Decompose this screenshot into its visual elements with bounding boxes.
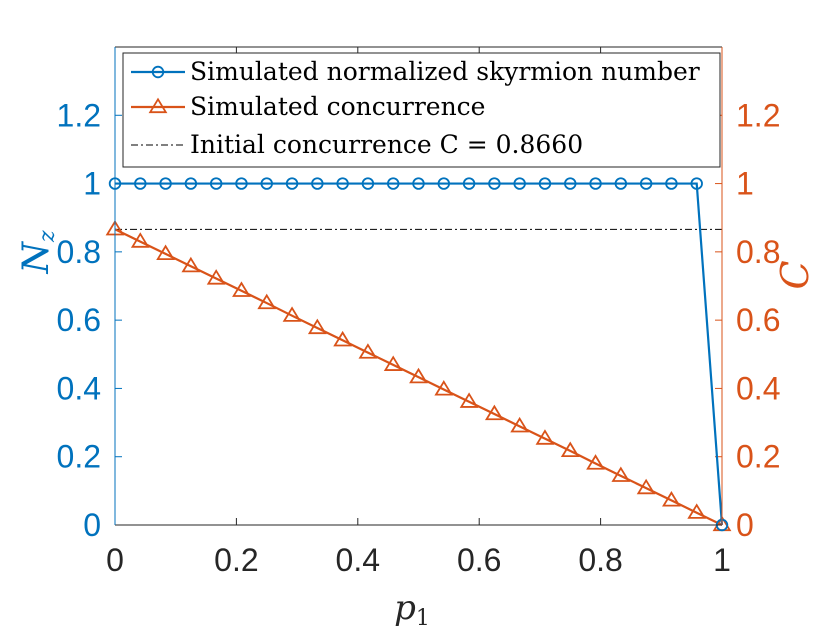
data-point: [156, 244, 175, 260]
data-point: [690, 177, 703, 190]
data-point: [513, 177, 526, 190]
data-point: [333, 330, 353, 347]
axis-ticks: 0 0.2 0.4 0.6 0.8 100.20.40.60.811.200.20.40.…: [57, 47, 780, 578]
data-point: [134, 177, 147, 190]
data-point: [636, 478, 656, 495]
axes-frame: [114, 46, 723, 526]
data-point: [560, 441, 580, 457]
data-point: [484, 404, 504, 421]
y-axis-right-label: C: [773, 260, 817, 289]
y-right-tick-label: 1: [736, 166, 754, 202]
data-point: [307, 318, 327, 335]
data-point: [260, 177, 273, 190]
legend-label: Simulated normalized skyrmion number: [190, 57, 700, 86]
data-point: [611, 466, 631, 482]
data-point: [311, 177, 324, 190]
legend-marker: [148, 97, 168, 114]
y-axis-left-label-sub: z: [35, 230, 60, 243]
data-point: [285, 177, 299, 190]
data-point: [639, 177, 653, 190]
x-tick-label: 0.2: [214, 542, 258, 578]
data-point: [488, 177, 501, 190]
legend-label-text: Simulated concurrence: [190, 92, 485, 121]
series-line: [114, 228, 723, 526]
data-point: [459, 392, 479, 408]
data-point: [257, 293, 277, 310]
data-point: [586, 454, 605, 470]
data-point: [358, 343, 378, 359]
data-point: [282, 306, 302, 322]
data-point: [387, 177, 400, 190]
y-left-tick-label: 1.2: [57, 97, 101, 133]
data-point: [159, 177, 172, 190]
legend-box: [122, 52, 721, 168]
data-point: [130, 232, 150, 248]
x-tick-label: 1: [713, 542, 731, 578]
x-tick-label: 0.8: [578, 542, 622, 578]
y-axis-left-label: Nz: [16, 230, 60, 275]
y-left-tick-label: 0.8: [57, 234, 101, 270]
data-point: [184, 177, 198, 190]
x-tick-label: 0.4: [336, 542, 380, 578]
legend-label-text: Initial concurrence: [190, 130, 432, 159]
legend: Simulated normalized skyrmion number Simu…: [122, 52, 721, 168]
y-left-tick-label: 0.2: [57, 439, 101, 475]
data-point: [181, 256, 201, 273]
data-point: [538, 177, 552, 190]
data-point: [409, 367, 428, 384]
legend-label-text: Simulated normalized skyrmion number: [190, 57, 700, 86]
series-line: [115, 182, 724, 526]
y-left-tick-label: 0: [83, 507, 101, 543]
y-right-tick-label: 0.2: [736, 439, 780, 475]
data-point: [383, 355, 403, 371]
legend-item: Simulated concurrence: [131, 92, 485, 121]
y-left-tick-label: 1: [83, 166, 101, 202]
data-point: [434, 380, 454, 396]
data-point: [206, 269, 226, 285]
legend-label-math: C = 0.8660: [432, 130, 583, 159]
y-left-tick-label: 0.6: [57, 302, 101, 338]
x-axis-label-main: p: [394, 588, 416, 628]
data-point: [665, 177, 678, 190]
data-point: [412, 177, 425, 190]
data-point: [235, 177, 248, 190]
data-point: [437, 177, 450, 190]
legend-label: Simulated concurrence: [190, 92, 485, 121]
data-point: [361, 177, 375, 190]
series-0: [108, 177, 729, 532]
x-axis-label-sub: 1: [416, 606, 430, 630]
x-tick-label: 0.6: [457, 542, 501, 578]
data-point: [232, 281, 251, 297]
y-right-tick-label: 0: [736, 507, 754, 543]
data-point: [535, 429, 555, 445]
data-point: [687, 503, 707, 519]
data-point: [336, 177, 349, 190]
series-layer: [105, 177, 732, 532]
legend-item: Simulated normalized skyrmion number: [131, 57, 700, 86]
legend-marker: [151, 65, 165, 79]
y-left-tick-label: 0.4: [57, 370, 101, 406]
data-point: [589, 177, 602, 190]
y-right-tick-label: 0.4: [736, 370, 780, 406]
y-right-tick-label: 0.6: [736, 302, 780, 338]
data-point: [462, 177, 476, 190]
y-right-tick-label: 0.8: [736, 234, 780, 270]
legend-label: Initial concurrence C = 0.8660: [190, 130, 583, 159]
data-point: [662, 491, 681, 507]
data-point: [209, 177, 223, 190]
data-point: [614, 177, 628, 190]
data-point: [510, 416, 530, 433]
x-axis-label: p1: [394, 588, 430, 630]
data-point: [564, 177, 577, 190]
legend-item: Initial concurrence C = 0.8660: [131, 130, 583, 159]
y-right-tick-label: 1.2: [736, 97, 780, 133]
x-tick-label: 0: [106, 542, 124, 578]
y-axis-left-label-main: N: [16, 241, 57, 275]
